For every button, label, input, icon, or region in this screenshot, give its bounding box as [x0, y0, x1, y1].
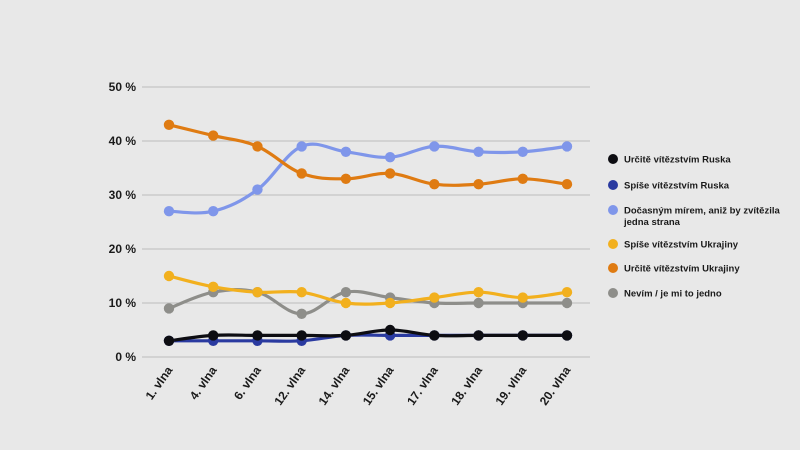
- legend-label-1: Spíše vítězstvím Ruska: [624, 181, 730, 192]
- legend-marker-1: [608, 180, 618, 190]
- data-point-4-5: [384, 168, 396, 179]
- y-tick-label: 0 %: [115, 350, 136, 364]
- x-tick-label: 14. vlna: [316, 363, 353, 407]
- gridlines: [142, 86, 590, 358]
- data-point-0-2: [252, 330, 263, 341]
- legend-label-2: Dočasným mírem, aniž by zvítězila jedna s…: [623, 206, 780, 229]
- legend-label-3: Spíše vítězstvím Ukrajiny: [624, 240, 739, 251]
- data-point-2-8: [517, 146, 528, 157]
- data-point-2-1: [208, 206, 219, 217]
- data-point-3-6: [429, 292, 440, 303]
- series-lines: [167, 123, 569, 343]
- x-tick-label: 19. vlna: [493, 363, 530, 407]
- data-point-0-8: [517, 330, 528, 341]
- legend: Určitě vítězstvím Ruska Spíše vítězstvím …: [608, 154, 780, 300]
- data-point-3-9: [561, 287, 573, 298]
- x-tick-label: 20. vlna: [537, 363, 574, 407]
- series-line-5: [167, 288, 569, 316]
- data-point-2-2: [252, 184, 263, 195]
- legend-marker-0: [608, 154, 618, 164]
- series-points: [163, 119, 573, 346]
- x-tick-label: 15. vlna: [360, 363, 397, 407]
- x-tick-label: 18. vlna: [448, 363, 485, 407]
- data-point-0-7: [473, 330, 484, 341]
- data-point-5-9: [561, 297, 573, 309]
- data-point-2-7: [473, 146, 484, 157]
- data-point-4-1: [208, 130, 219, 141]
- data-point-0-1: [208, 330, 219, 341]
- data-point-0-0: [163, 335, 175, 346]
- data-point-3-4: [340, 297, 352, 309]
- data-point-3-2: [252, 287, 263, 298]
- data-point-0-5: [384, 324, 396, 336]
- data-point-2-9: [561, 141, 573, 152]
- legend-label-0: Určitě vítězstvím Ruska: [624, 155, 731, 166]
- x-tick-label: 4. vlna: [187, 363, 220, 402]
- series-line-2: [167, 142, 569, 215]
- legend-marker-4: [608, 263, 618, 273]
- series-line-4: [167, 123, 569, 187]
- legend-marker-5: [608, 288, 618, 298]
- data-point-3-1: [208, 281, 219, 292]
- data-point-4-0: [163, 119, 175, 130]
- data-point-2-6: [429, 141, 440, 152]
- data-point-4-9: [561, 179, 573, 190]
- data-point-4-4: [340, 173, 352, 184]
- data-point-3-8: [517, 292, 528, 303]
- data-point-5-0: [163, 303, 175, 314]
- y-tick-label: 40 %: [109, 134, 137, 148]
- data-point-0-4: [340, 330, 352, 341]
- y-tick-label: 20 %: [109, 242, 137, 256]
- data-point-5-7: [473, 297, 484, 309]
- x-axis: 1. vlna 4. vlna 6. vlna 12. vlna 14. vlna 15.…: [143, 363, 574, 407]
- data-point-2-0: [163, 206, 175, 217]
- data-point-0-6: [429, 330, 440, 341]
- x-tick-label: 17. vlna: [404, 363, 441, 407]
- data-point-4-3: [296, 168, 307, 179]
- data-point-2-5: [384, 152, 396, 163]
- y-tick-label: 30 %: [109, 188, 137, 202]
- data-point-4-7: [473, 179, 484, 190]
- legend-marker-2: [608, 205, 618, 215]
- data-point-3-0: [163, 270, 175, 282]
- data-point-4-2: [252, 141, 263, 152]
- data-point-3-3: [296, 287, 307, 298]
- legend-label-5: Nevím / je mi to jedno: [624, 289, 722, 300]
- y-axis: 0 % 10 % 20 % 30 % 40 % 50 %: [109, 80, 137, 364]
- legend-marker-3: [608, 239, 618, 249]
- x-tick-label: 1. vlna: [143, 363, 176, 402]
- data-point-5-3: [296, 308, 307, 319]
- data-point-2-4: [340, 146, 352, 157]
- data-point-4-6: [429, 179, 440, 190]
- series-line-0: [167, 328, 569, 343]
- y-tick-label: 10 %: [109, 296, 137, 310]
- data-point-2-3: [296, 141, 307, 152]
- legend-label-4: Určitě vítězstvím Ukrajiny: [624, 264, 740, 275]
- series-line-3: [167, 274, 569, 306]
- data-point-0-9: [561, 330, 573, 341]
- x-tick-label: 12. vlna: [271, 363, 308, 407]
- x-tick-label: 6. vlna: [231, 363, 264, 402]
- data-point-3-5: [384, 297, 396, 309]
- data-point-3-7: [473, 287, 484, 298]
- data-point-5-4: [340, 287, 352, 298]
- y-tick-label: 50 %: [109, 80, 137, 94]
- data-point-0-3: [296, 330, 307, 341]
- data-point-4-8: [517, 173, 528, 184]
